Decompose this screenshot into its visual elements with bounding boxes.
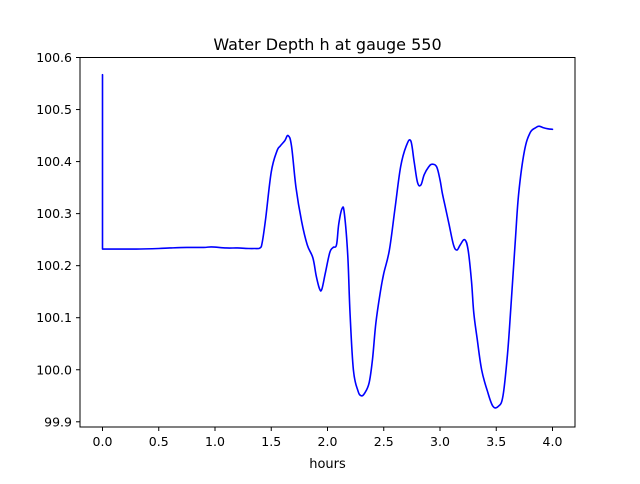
y-tick-label: 100.6 — [36, 50, 72, 65]
x-tick-label: 4.0 — [543, 434, 563, 449]
x-tick-label: 0.0 — [93, 434, 113, 449]
y-axis-ticks: 99.9 100.0 100.1 100.2 100.3 100.4 100.5 100.6 — [36, 50, 80, 429]
x-tick-label: 1.5 — [261, 434, 281, 449]
x-tick-label: 0.5 — [149, 434, 169, 449]
y-tick-label: 100.2 — [36, 258, 72, 273]
y-tick-label: 100.5 — [36, 102, 72, 117]
y-tick-label: 100.4 — [36, 154, 72, 169]
x-axis-label: hours — [309, 457, 346, 472]
y-tick-label: 100.0 — [36, 362, 72, 377]
plot-frame — [79, 57, 576, 428]
y-tick-label: 100.3 — [36, 206, 72, 221]
x-tick-label: 2.0 — [318, 434, 338, 449]
x-tick-label: 3.5 — [486, 434, 506, 449]
data-series-line — [101, 73, 554, 409]
x-tick-label: 1.0 — [205, 434, 225, 449]
chart-title: Water Depth h at gauge 550 — [213, 35, 441, 54]
x-axis-ticks: 0.0 0.5 1.0 1.5 2.0 2.5 3.0 3.5 4.0 — [93, 427, 563, 449]
y-tick-label: 100.1 — [36, 310, 72, 325]
x-tick-label: 3.0 — [430, 434, 450, 449]
y-tick-label: 99.9 — [44, 414, 72, 429]
x-tick-label: 2.5 — [374, 434, 394, 449]
